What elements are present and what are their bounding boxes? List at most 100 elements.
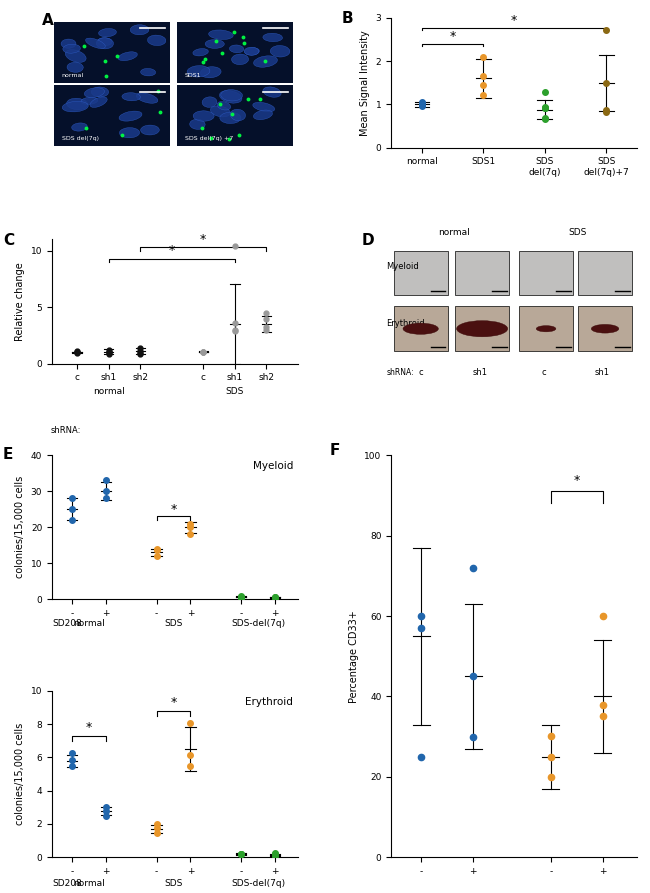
- Text: B: B: [342, 12, 354, 27]
- Text: normal: normal: [73, 619, 105, 628]
- Ellipse shape: [119, 111, 142, 121]
- Text: *: *: [200, 233, 207, 246]
- Ellipse shape: [190, 120, 205, 129]
- Text: sh1: sh1: [472, 369, 488, 378]
- Ellipse shape: [193, 48, 209, 56]
- Ellipse shape: [220, 90, 242, 104]
- Ellipse shape: [140, 69, 155, 76]
- Bar: [177, 86, 293, 146]
- Y-axis label: Mean Signal Intensity: Mean Signal Intensity: [360, 29, 370, 136]
- Text: SD208: SD208: [53, 879, 83, 888]
- Text: SDS-del(7q): SDS-del(7q): [231, 879, 285, 888]
- Bar: [455, 306, 509, 351]
- Text: F: F: [330, 443, 340, 458]
- Text: SDS: SDS: [164, 619, 183, 628]
- Text: normal: normal: [73, 879, 105, 888]
- Text: Erythroid: Erythroid: [245, 697, 293, 707]
- Bar: [394, 251, 448, 296]
- Ellipse shape: [120, 128, 140, 138]
- Ellipse shape: [96, 38, 114, 49]
- Ellipse shape: [205, 39, 224, 48]
- Text: shRNA:: shRNA:: [386, 369, 414, 378]
- Y-axis label: colonies/15,000 cells: colonies/15,000 cells: [15, 476, 25, 579]
- Ellipse shape: [86, 38, 105, 48]
- Ellipse shape: [592, 324, 619, 333]
- Ellipse shape: [67, 63, 83, 72]
- Ellipse shape: [254, 110, 272, 120]
- Text: E: E: [3, 446, 13, 462]
- Text: SDS: SDS: [226, 388, 244, 396]
- Ellipse shape: [221, 89, 242, 101]
- Ellipse shape: [81, 97, 98, 104]
- Bar: [455, 251, 509, 296]
- Ellipse shape: [244, 47, 259, 55]
- Y-axis label: Percentage CD33+: Percentage CD33+: [348, 610, 359, 703]
- Text: Erythroid: Erythroid: [386, 320, 425, 329]
- Ellipse shape: [61, 39, 76, 48]
- Text: normal: normal: [438, 228, 470, 237]
- Text: *: *: [450, 30, 456, 44]
- Text: *: *: [86, 721, 92, 734]
- Text: SD208: SD208: [53, 619, 83, 628]
- Bar: [519, 306, 573, 351]
- Ellipse shape: [217, 102, 231, 110]
- Text: SDS-del(7q): SDS-del(7q): [231, 619, 285, 628]
- Text: SDS del(7q) +7: SDS del(7q) +7: [185, 136, 233, 141]
- Ellipse shape: [229, 45, 244, 53]
- Bar: [394, 306, 448, 351]
- Ellipse shape: [211, 105, 230, 117]
- Text: Myeloid: Myeloid: [386, 263, 419, 271]
- Ellipse shape: [122, 93, 140, 101]
- Y-axis label: Relative change: Relative change: [15, 262, 25, 341]
- Text: *: *: [511, 14, 517, 28]
- Text: SDS: SDS: [164, 879, 183, 888]
- Text: c: c: [541, 369, 546, 378]
- Ellipse shape: [136, 93, 158, 104]
- Ellipse shape: [118, 52, 137, 61]
- Ellipse shape: [253, 103, 275, 112]
- Ellipse shape: [90, 97, 107, 107]
- Ellipse shape: [99, 29, 116, 37]
- Bar: [578, 251, 632, 296]
- Ellipse shape: [193, 111, 214, 121]
- Text: SDS1: SDS1: [185, 72, 202, 78]
- Bar: [578, 306, 632, 351]
- Ellipse shape: [403, 323, 438, 334]
- Text: *: *: [573, 474, 580, 488]
- Ellipse shape: [98, 38, 112, 46]
- Ellipse shape: [202, 96, 217, 107]
- Text: sh1: sh1: [595, 369, 610, 378]
- Ellipse shape: [200, 67, 221, 78]
- Ellipse shape: [244, 47, 259, 55]
- Ellipse shape: [62, 102, 88, 112]
- Ellipse shape: [63, 44, 81, 54]
- Y-axis label: colonies/15,000 cells: colonies/15,000 cells: [15, 723, 25, 825]
- Text: c: c: [419, 369, 423, 378]
- Ellipse shape: [231, 54, 248, 64]
- Ellipse shape: [140, 125, 159, 135]
- Ellipse shape: [187, 65, 210, 77]
- Text: normal: normal: [93, 388, 125, 396]
- Bar: [55, 86, 170, 146]
- Ellipse shape: [254, 56, 278, 67]
- Ellipse shape: [72, 123, 87, 131]
- Ellipse shape: [66, 98, 88, 110]
- Text: shRNA:: shRNA:: [51, 426, 81, 435]
- Bar: [519, 251, 573, 296]
- Ellipse shape: [536, 326, 556, 332]
- Ellipse shape: [220, 113, 241, 123]
- Ellipse shape: [270, 46, 290, 57]
- Ellipse shape: [130, 25, 149, 35]
- Bar: [177, 21, 293, 83]
- Ellipse shape: [456, 321, 508, 337]
- Text: Myeloid: Myeloid: [252, 461, 293, 471]
- Ellipse shape: [263, 87, 281, 97]
- Ellipse shape: [84, 88, 105, 97]
- Text: SDS: SDS: [569, 228, 587, 237]
- Ellipse shape: [92, 87, 109, 97]
- Text: *: *: [168, 245, 175, 257]
- Text: D: D: [361, 233, 374, 248]
- Ellipse shape: [209, 30, 233, 39]
- Text: C: C: [3, 233, 14, 248]
- Ellipse shape: [230, 109, 246, 121]
